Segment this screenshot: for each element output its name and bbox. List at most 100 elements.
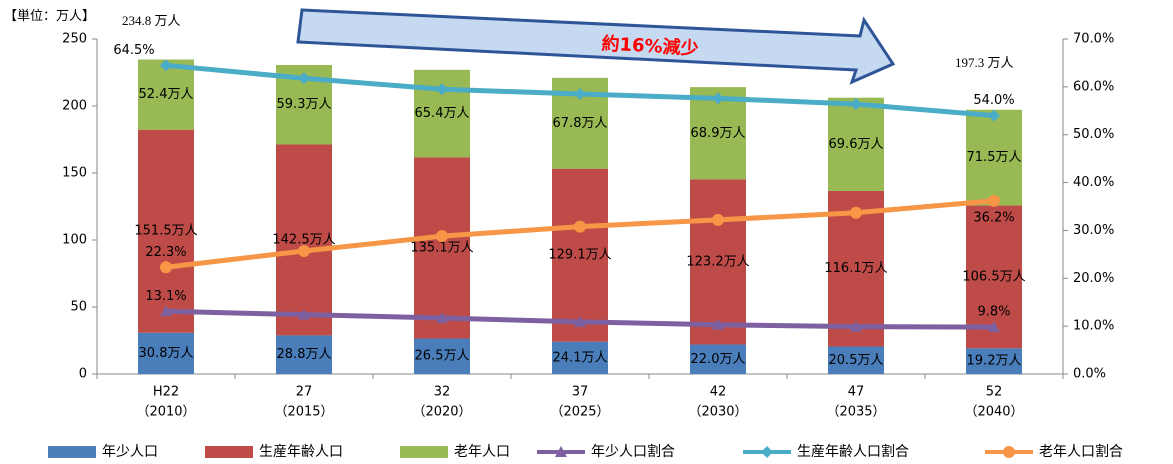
line-marker	[436, 312, 448, 324]
line-marker	[555, 446, 567, 457]
line-marker	[436, 230, 448, 243]
y2-tick-label: 0.0%	[1073, 367, 1106, 382]
bar	[966, 348, 1022, 374]
x-tick-label: 37	[572, 385, 589, 400]
line-marker	[436, 83, 448, 96]
bar-value-label: 123.2万人	[686, 254, 749, 269]
bar	[690, 344, 746, 374]
bar	[828, 346, 884, 374]
legend-label: 年少人口	[102, 444, 158, 460]
x-tick-sublabel: （2025）	[550, 405, 609, 420]
y-tick-label: 150	[62, 166, 87, 181]
line-marker	[988, 109, 1000, 122]
line-marker	[988, 321, 1000, 333]
x-tick-sublabel: （2015）	[274, 405, 333, 420]
line-marker	[850, 206, 862, 219]
x-tick-label: 32	[434, 385, 451, 400]
bar-value-label: 20.5万人	[829, 353, 884, 368]
line-marker	[712, 318, 724, 330]
legend-swatch	[400, 446, 448, 458]
y2-tick-label: 40.0%	[1073, 175, 1114, 190]
bar	[276, 335, 332, 374]
bar	[552, 341, 608, 374]
bar	[966, 109, 1022, 206]
legend-swatch	[205, 446, 253, 458]
annotation: 197.3 万人	[955, 55, 1014, 70]
line-marker	[298, 308, 310, 320]
unit-label: 【単位：万人】	[4, 8, 95, 23]
y2-tick-label: 70.0%	[1073, 32, 1114, 47]
bar-value-label: 28.8万人	[277, 347, 332, 362]
bar-value-label: 65.4万人	[415, 106, 470, 121]
line-value-label: 13.1%	[145, 289, 186, 304]
bar-value-label: 71.5万人	[967, 150, 1022, 165]
line-marker	[160, 59, 172, 72]
y-tick-label: 100	[62, 233, 87, 248]
x-tick-sublabel: （2020）	[412, 405, 471, 420]
x-tick-label: H22	[153, 385, 179, 400]
line-marker	[850, 320, 862, 332]
bar-value-label: 116.1万人	[824, 261, 887, 276]
legend-label: 生産年齢人口	[259, 444, 343, 460]
line-marker	[1003, 446, 1015, 458]
line-marker	[298, 72, 310, 85]
y-tick-label: 250	[62, 32, 87, 47]
x-tick-label: 47	[848, 385, 865, 400]
line-marker	[988, 194, 1000, 207]
bar-value-label: 22.0万人	[691, 352, 746, 367]
y2-tick-label: 20.0%	[1073, 271, 1114, 286]
line-marker	[761, 446, 773, 458]
y2-tick-label: 50.0%	[1073, 127, 1114, 142]
y-tick-label: 200	[62, 99, 87, 114]
bar	[276, 144, 332, 336]
legend-swatch	[48, 446, 96, 458]
bar-value-label: 129.1万人	[548, 248, 611, 263]
x-tick-sublabel: （2030）	[688, 405, 747, 420]
bar-value-label: 52.4万人	[139, 87, 194, 102]
x-tick-label: 42	[710, 385, 727, 400]
y2-tick-label: 60.0%	[1073, 79, 1114, 94]
line-marker	[298, 245, 310, 258]
line-marker	[160, 261, 172, 274]
y-tick-label: 0	[79, 367, 87, 382]
line-value-label: 9.8%	[977, 305, 1010, 320]
x-tick-sublabel: （2010）	[136, 405, 195, 420]
bar-value-label: 68.9万人	[691, 126, 746, 141]
bar	[414, 338, 470, 374]
bar	[138, 129, 194, 333]
bar	[552, 168, 608, 342]
line-value-label: 64.5%	[113, 43, 154, 58]
line-marker	[574, 88, 586, 101]
bar-value-label: 59.3万人	[277, 97, 332, 112]
line-marker	[850, 98, 862, 111]
bar-value-label: 67.8万人	[553, 116, 608, 131]
line-marker	[160, 305, 172, 317]
bar-value-label: 142.5万人	[272, 232, 335, 247]
line-marker	[712, 213, 724, 226]
line-marker	[712, 92, 724, 105]
annotation: 234.8 万人	[122, 13, 181, 28]
y2-tick-label: 30.0%	[1073, 223, 1114, 238]
legend-label: 生産年齢人口割合	[797, 443, 909, 460]
y-tick-label: 50	[70, 300, 87, 315]
annotation: 約16%減少	[601, 32, 699, 59]
legend-label: 年少人口割合	[591, 443, 675, 460]
bar-value-label: 26.5万人	[415, 349, 470, 364]
x-tick-sublabel: （2035）	[826, 405, 885, 420]
legend-label: 老年人口	[454, 444, 510, 460]
trend-arrow	[296, 8, 896, 85]
x-tick-sublabel: （2040）	[964, 405, 1023, 420]
bar-value-label: 69.6万人	[829, 137, 884, 152]
bar-value-label: 151.5万人	[134, 224, 197, 239]
line-value-label: 22.3%	[145, 245, 186, 260]
bar-value-label: 24.1万人	[553, 350, 608, 365]
bar-value-label: 106.5万人	[962, 269, 1025, 284]
bar-value-label: 19.2万人	[967, 354, 1022, 369]
line-marker	[574, 315, 586, 327]
y2-tick-label: 10.0%	[1073, 319, 1114, 334]
bar-value-label: 30.8万人	[139, 346, 194, 361]
x-tick-label: 27	[296, 385, 313, 400]
line-value-label: 36.2%	[973, 210, 1014, 225]
bar	[828, 97, 884, 191]
line-marker	[574, 220, 586, 233]
